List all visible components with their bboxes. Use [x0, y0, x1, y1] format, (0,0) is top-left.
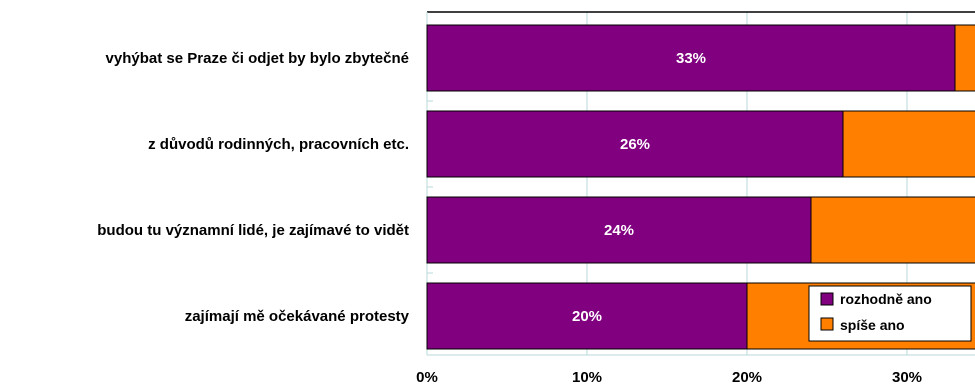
bars: 33%29%26%33%24%29%20%26%	[426, 24, 975, 350]
bar-segment	[426, 110, 844, 178]
legend-label-rozhodne-ano: rozhodně ano	[840, 291, 932, 307]
bar-segment	[810, 196, 975, 264]
category-labels: vyhýbat se Praze či odjet by bylo zbyteč…	[97, 50, 409, 325]
x-tick-labels: 0%10%20%30%40%50%60%	[416, 369, 922, 386]
legend-label-spise-ano: spíše ano	[840, 317, 905, 333]
x-tick-label: 0%	[416, 369, 438, 385]
x-tick-label: 10%	[572, 369, 602, 385]
bar-value-label: 33%	[676, 50, 706, 67]
category-label: vyhýbat se Praze či odjet by bylo zbyteč…	[106, 50, 409, 67]
category-label: zajímají mě očekávané protesty	[185, 308, 410, 325]
legend: rozhodně ano spíše ano	[808, 285, 972, 342]
bar-value-label: 26%	[620, 136, 650, 153]
x-tick-label: 20%	[732, 369, 762, 385]
x-tick-label: 30%	[892, 369, 922, 385]
bar-segment	[954, 24, 975, 92]
bar-segment	[842, 110, 975, 178]
category-label: budou tu významní lidé, je zajímavé to v…	[97, 222, 409, 239]
legend-box	[808, 285, 972, 342]
legend-swatch-spise-ano	[820, 317, 834, 331]
legend-swatch-rozhodne-ano	[820, 292, 834, 306]
category-label: z důvodů rodinných, pracovních etc.	[148, 136, 409, 153]
bar-value-label: 20%	[572, 308, 602, 325]
bar-segment	[426, 282, 748, 350]
bar-value-label: 24%	[604, 222, 634, 239]
bar-segment	[426, 196, 812, 264]
